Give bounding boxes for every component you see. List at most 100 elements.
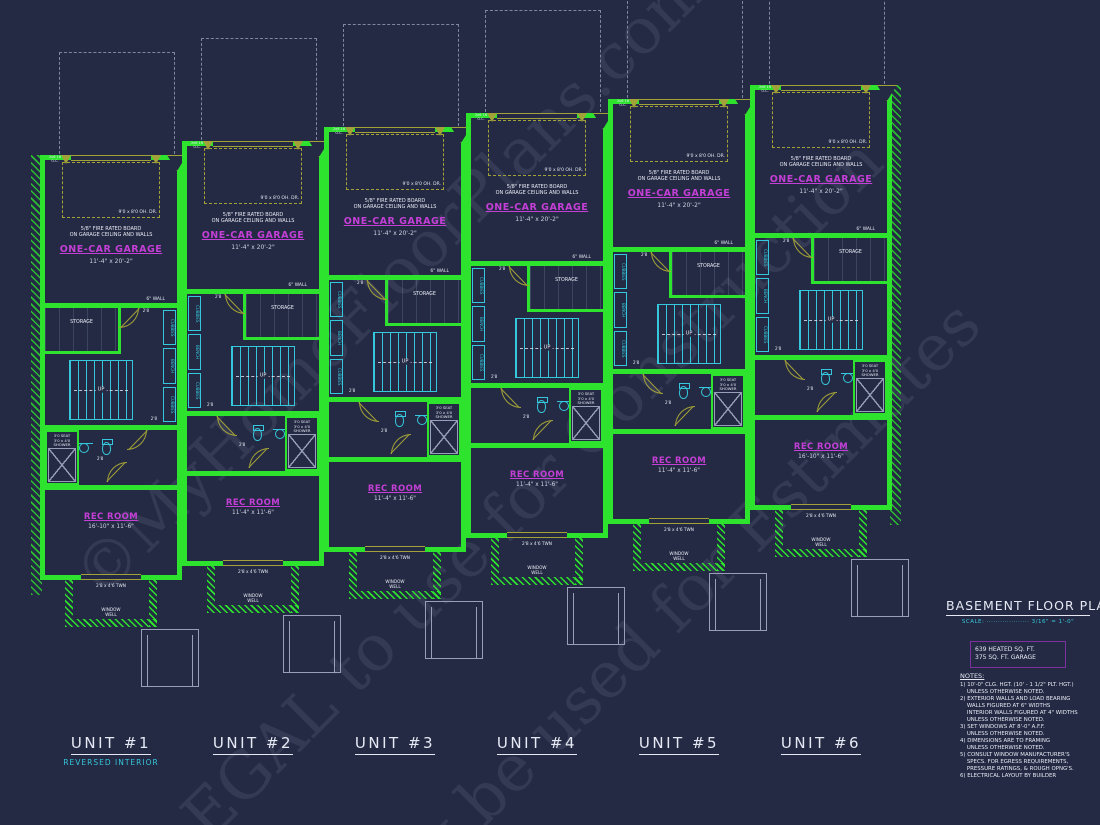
foyer-wall (324, 397, 466, 402)
shower-seat-label: 3'0 SEAT (435, 405, 453, 410)
window-size-label: 2'8 x 4'6 TWN (663, 528, 695, 533)
cubbies-bench: CUBBIES BENCH CUBBIES (330, 282, 343, 394)
sink-fixture (415, 415, 431, 425)
overhead-door-label: 9'0 x 8'0 OH. DR. (828, 140, 867, 145)
cubbies-label: CUBBIES (472, 268, 485, 304)
fire-rating-note: 5/8" FIRE RATED BOARD ON GARAGE CEILING … (211, 212, 295, 225)
toilet-fixture (679, 383, 690, 399)
toilet-fixture (821, 369, 832, 385)
shower-size-label: 3'0 x 4'0 SHOWER (435, 410, 453, 420)
bath-door-swing (359, 402, 379, 422)
window-well-wall (775, 510, 783, 557)
rec-room-label: REC ROOM (83, 512, 139, 522)
bath-wall (40, 485, 182, 490)
joist-label: 2x6 16 O.C. (758, 85, 772, 93)
wall-thickness-label: 6" WALL (714, 241, 733, 246)
storage-room: STORAGE (669, 252, 745, 298)
unit-title: UNIT #3 (324, 733, 466, 758)
sheet-title: BASEMENT FLOOR PLAN (946, 598, 1100, 616)
window-size-label: 2'8 x 4'6 TWN (805, 514, 837, 519)
rec-room-door-swing (533, 420, 553, 440)
wall-thickness-label: 6" WALL (146, 297, 165, 302)
rec-room-dims: 16'-10" x 11'-6" (798, 454, 844, 460)
door-size-label: 2'8 (357, 280, 364, 285)
joist-label: 2x6 16 O.C. (474, 113, 488, 121)
shower: 3'0 SEAT 3'0 x 4'0 SHOWER (853, 360, 887, 415)
garage-room-dims: 11'-4" x 20'-2" (89, 258, 133, 265)
window-well-label: WINDOW WELL (243, 592, 263, 603)
garage-room-label: ONE-CAR GARAGE (343, 216, 447, 227)
window-well-wall (633, 524, 641, 571)
shower-pan (288, 434, 316, 468)
fire-rating-note: 5/8" FIRE RATED BOARD ON GARAGE CEILING … (779, 156, 863, 169)
window-well-label: WINDOW WELL (101, 606, 121, 617)
storage-room: STORAGE (527, 266, 603, 312)
window-well: WINDOW WELL (491, 538, 583, 585)
garage-room-label: ONE-CAR GARAGE (485, 202, 589, 213)
driveway-outline (59, 52, 175, 154)
garage-wall (608, 247, 750, 252)
garage-entry-door-swing (509, 266, 529, 286)
storage-label: STORAGE (555, 278, 578, 283)
basement-window (649, 518, 709, 524)
window-well-wall (291, 566, 299, 613)
unit-name: UNIT #2 (212, 734, 294, 755)
garage-room-label: ONE-CAR GARAGE (59, 244, 163, 255)
overhead-door-outline: 9'0 x 8'0 OH. DR. (204, 148, 302, 204)
rec-room-door-swing (249, 448, 269, 468)
wall-thickness-label: 6" WALL (572, 255, 591, 260)
overhead-door-label: 9'0 x 8'0 OH. DR. (118, 210, 157, 215)
notes-title: NOTES: (960, 672, 985, 680)
rec-room-label: REC ROOM (509, 470, 565, 480)
rec-room-door-swing (675, 406, 695, 426)
storage-room: STORAGE (243, 294, 319, 340)
rec-room-label: REC ROOM (651, 456, 707, 466)
toilet-fixture (253, 425, 264, 441)
shower: 3'0 SEAT 3'0 x 4'0 SHOWER (285, 416, 319, 471)
notes-block: NOTES: 1) 10'-0" CLG. HGT. (10' - 1 1/2"… (960, 672, 1096, 780)
garage-door-jamb-left (61, 155, 71, 164)
cubbies-label: CUBBIES (330, 358, 343, 394)
stairs-up-label: UP (257, 372, 269, 379)
joist-label: 2x6 16 O.C. (332, 127, 346, 135)
garage-door (213, 141, 293, 147)
cubbies-bench: CUBBIES BENCH CUBBIES (188, 296, 201, 408)
door-size-label: 2'8 (491, 374, 498, 379)
window-well-wall (149, 580, 157, 627)
window-well-outline (425, 601, 483, 659)
garage-room-dims: 11'-4" x 20'-2" (799, 188, 843, 195)
garage-area: 375 SQ. FT. GARAGE (975, 654, 1036, 662)
driveway-outline (343, 24, 459, 126)
cubbies-bench: CUBBIES BENCH CUBBIES (756, 240, 769, 352)
window-well-wall (575, 538, 583, 585)
rec-room-dims: 11'-4" x 11'-6" (658, 468, 700, 474)
garage-door (71, 155, 151, 161)
garage-room-label: ONE-CAR GARAGE (627, 188, 731, 199)
bench-label: BENCH (163, 348, 176, 384)
garage-door-jamb-left (345, 127, 355, 136)
foyer-wall (466, 383, 608, 388)
shower-seat-label: 3'0 SEAT (861, 363, 879, 368)
shower-size-label: 3'0 x 4'0 SHOWER (861, 368, 879, 378)
unit-title: UNIT #2 (182, 733, 324, 758)
door-size-label: 2'8 (215, 294, 222, 299)
garage-door-jamb-right (293, 141, 303, 150)
storage-room: STORAGE (45, 308, 121, 354)
rec-room-dims: 16'-10" x 11'-6" (88, 524, 134, 530)
staircase: UP (373, 332, 437, 392)
basement-window (791, 504, 851, 510)
sink-fixture (77, 443, 93, 453)
unit-plan: 2x6 16 O.C. 9'0 x 8'0 OH. DR. 5/8" FIRE … (750, 0, 909, 617)
fire-rating-note: 5/8" FIRE RATED BOARD ON GARAGE CEILING … (495, 184, 579, 197)
cubbies-label: CUBBIES (614, 330, 627, 366)
bath-wall (608, 429, 750, 434)
shower-pan (572, 406, 600, 440)
joist-label: 2x6 16 O.C. (616, 99, 630, 107)
cubbies-label: CUBBIES (163, 386, 176, 422)
stairs-up-label: UP (541, 344, 553, 351)
cubbies-label: CUBBIES (756, 316, 769, 352)
fire-rating-note: 5/8" FIRE RATED BOARD ON GARAGE CEILING … (69, 226, 153, 239)
overhead-door-label: 9'0 x 8'0 OH. DR. (544, 168, 583, 173)
garage-door (355, 127, 435, 133)
